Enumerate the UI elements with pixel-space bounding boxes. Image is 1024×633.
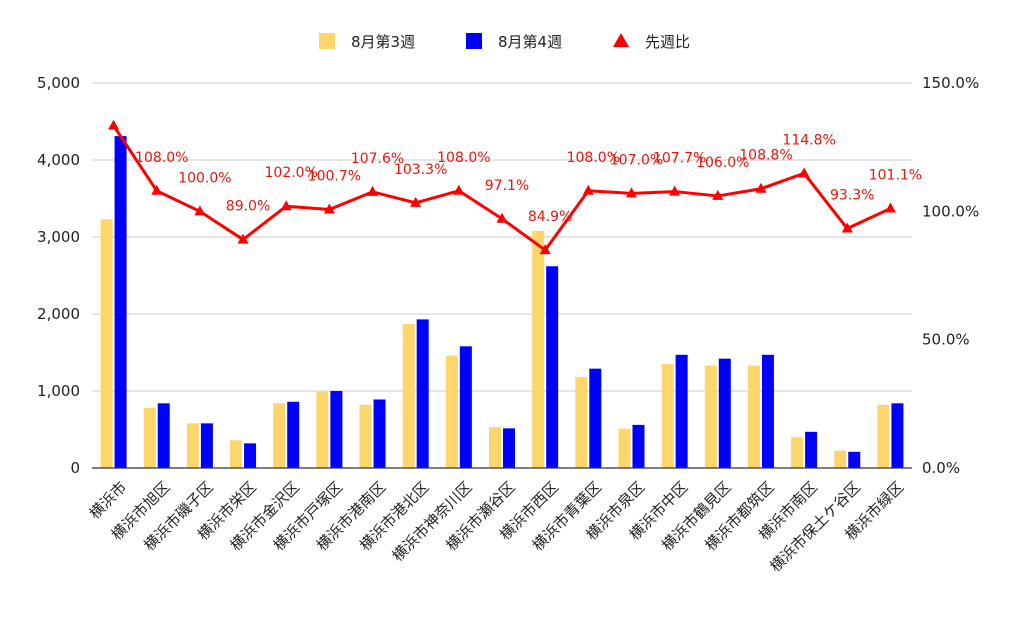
bar-week3	[791, 437, 804, 468]
bar-week3	[316, 391, 329, 468]
bar-week4	[157, 403, 170, 468]
y-left-tick-label: 5,000	[37, 74, 80, 92]
bar-week3	[273, 403, 286, 468]
bar-week4	[848, 451, 861, 468]
bar-week3	[747, 365, 760, 468]
ratio-data-label: 102.0%	[265, 165, 318, 181]
bar-week4	[373, 399, 386, 468]
bar-week3	[575, 377, 588, 468]
ratio-point-marker	[884, 202, 896, 213]
legend-swatch-week4	[466, 33, 482, 49]
bar-week4	[675, 354, 688, 468]
ratio-data-label: 93.3%	[830, 188, 874, 204]
ratio-point-marker	[367, 185, 379, 196]
ratio-point-marker	[280, 200, 292, 211]
ratio-point-marker	[625, 187, 637, 198]
ratio-point-marker	[539, 244, 551, 255]
y-left-tick-label: 4,000	[37, 151, 80, 169]
bar-week4	[503, 428, 515, 468]
y-left-tick-label: 1,000	[37, 382, 80, 400]
bar-week4	[589, 368, 602, 468]
ratio-data-label: 107.6%	[351, 151, 404, 167]
ratio-data-label: 89.0%	[226, 199, 270, 215]
bar-week4	[632, 424, 645, 468]
bar-week4	[718, 358, 731, 468]
legend-label-ratio: 先週比	[645, 33, 690, 51]
bar-week3	[877, 404, 890, 468]
bar-week4	[287, 401, 300, 468]
ratio-data-label: 100.7%	[308, 169, 361, 185]
ratio-point-marker	[151, 184, 163, 195]
bar-week3	[834, 450, 847, 468]
ratio-point-marker	[841, 222, 853, 233]
bar-week4	[805, 431, 818, 468]
ratio-data-label: 107.0%	[610, 152, 663, 168]
ratio-data-label: 107.7%	[653, 151, 706, 167]
data-labels: 108.0% 100.0% 89.0% 102.0%100.7% 107.6%103.3…	[135, 132, 922, 225]
bar-week3	[402, 324, 415, 468]
bar-week3	[100, 219, 113, 468]
ratio-point-marker	[496, 212, 508, 223]
ratio-point-marker	[712, 189, 724, 200]
bar-week4	[244, 443, 257, 468]
ratio-data-label: 108.0%	[567, 150, 620, 166]
legend-label-week4: 8月第4週	[498, 33, 562, 51]
bar-week4	[459, 346, 472, 468]
bar-week3	[618, 428, 631, 468]
ratio-data-label: 84.9%	[528, 209, 572, 225]
ratio-data-label: 100.0%	[178, 170, 231, 186]
legend-triangle-icon	[613, 33, 629, 47]
bar-week4	[891, 403, 904, 468]
ratio-point-marker	[798, 167, 810, 178]
ratio-data-label: 97.1%	[485, 178, 529, 194]
bar-week3	[445, 355, 458, 468]
ratio-data-label: 106.0%	[696, 155, 749, 171]
bar-week3	[359, 404, 372, 468]
y-left-tick-label: 0	[70, 459, 80, 477]
ratio-data-label: 101.1%	[869, 168, 922, 184]
bar-week3	[489, 427, 501, 468]
bars	[100, 136, 904, 468]
bar-week3	[532, 230, 545, 468]
bar-week4	[416, 319, 429, 468]
bar-week4	[761, 354, 774, 468]
y-right-tick-label: 50.0%	[922, 331, 970, 349]
y-right-tick-label: 0.0%	[922, 459, 960, 477]
ratio-point-marker	[237, 233, 249, 244]
legend-label-week3: 8月第3週	[351, 33, 415, 51]
bar-week3	[230, 440, 243, 468]
ratio-point-marker	[323, 203, 335, 214]
ratio-point-marker	[194, 205, 206, 216]
ratio-data-label: 108.0%	[135, 150, 188, 166]
ratio-point-marker	[755, 182, 767, 193]
bar-week4	[330, 391, 343, 468]
legend-swatch-week3	[319, 33, 335, 49]
ratio-data-label: 103.3%	[394, 162, 447, 178]
bar-week4	[546, 266, 559, 468]
ratio-data-label: 108.0%	[437, 150, 490, 166]
ratio-point-marker	[108, 119, 120, 130]
bar-week3	[661, 364, 674, 468]
ratio-point-marker	[453, 184, 465, 195]
ratio-data-label: 114.8%	[782, 132, 835, 148]
ratio-point-marker	[582, 184, 594, 195]
bar-week3	[186, 423, 199, 468]
bar-week3	[143, 407, 156, 468]
ratio-point-marker	[410, 196, 422, 207]
bar-week3	[704, 365, 717, 468]
y-right-tick-label: 150.0%	[922, 74, 979, 92]
ratio-data-label: 108.8%	[739, 148, 792, 164]
y-left-tick-label: 2,000	[37, 305, 80, 323]
bar-week4	[200, 423, 213, 468]
bar-week4	[114, 136, 127, 468]
ratio-line	[108, 119, 896, 255]
y-left-tick-label: 3,000	[37, 228, 80, 246]
gridlines	[92, 82, 912, 392]
legend: 8月第3週 8月第4週 先週比	[319, 33, 690, 51]
ratio-point-marker	[669, 185, 681, 196]
y-right-tick-label: 100.0%	[922, 202, 979, 220]
